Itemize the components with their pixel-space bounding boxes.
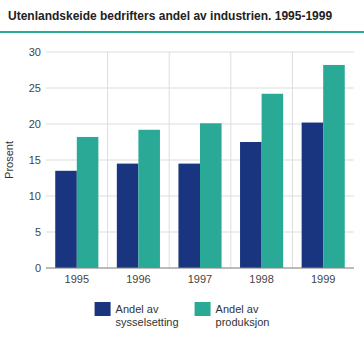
legend-label: Andel avsysselsetting bbox=[116, 303, 179, 328]
y-tick-label: 10 bbox=[29, 190, 41, 202]
legend-label: Andel avproduksjon bbox=[216, 303, 270, 328]
bars bbox=[55, 65, 345, 268]
grid-line bbox=[46, 88, 354, 89]
y-tick-label: 20 bbox=[29, 118, 41, 130]
grid-line bbox=[46, 268, 354, 269]
chart: Utenlandskeide bedrifters andel av indus… bbox=[0, 0, 364, 357]
bar bbox=[77, 137, 99, 268]
title-rule bbox=[0, 31, 364, 33]
x-axis bbox=[46, 268, 354, 269]
group-separator bbox=[230, 52, 231, 268]
group-separator bbox=[107, 52, 108, 268]
x-tick-label: 1998 bbox=[249, 273, 273, 285]
group-separator bbox=[169, 52, 170, 268]
bar bbox=[240, 142, 262, 268]
bar bbox=[117, 164, 139, 268]
legend-item: Andel avsysselsetting bbox=[95, 302, 179, 328]
bar bbox=[55, 171, 77, 268]
legend-swatch bbox=[195, 302, 211, 316]
y-tick-label: 30 bbox=[29, 46, 41, 58]
bar bbox=[323, 65, 345, 268]
x-tick-label: 1996 bbox=[126, 273, 150, 285]
x-tick-label: 1995 bbox=[65, 273, 89, 285]
bar bbox=[200, 123, 222, 268]
legend: Andel avsysselsetting Andel avproduksjon bbox=[95, 302, 270, 328]
bar bbox=[178, 164, 200, 268]
y-tick-label: 15 bbox=[29, 154, 41, 166]
y-tick-label: 0 bbox=[35, 262, 41, 274]
x-tick-label: 1999 bbox=[311, 273, 335, 285]
bar bbox=[138, 130, 160, 268]
y-tick-label: 25 bbox=[29, 82, 41, 94]
bar bbox=[262, 94, 284, 268]
legend-item: Andel avproduksjon bbox=[195, 302, 270, 328]
title: Utenlandskeide bedrifters andel av indus… bbox=[8, 9, 332, 23]
grid-line bbox=[46, 52, 354, 53]
y-tick-label: 5 bbox=[35, 226, 41, 238]
bar bbox=[302, 123, 324, 268]
x-tick-label: 1997 bbox=[188, 273, 212, 285]
y-axis-label: Prosent bbox=[3, 141, 15, 179]
legend-swatch bbox=[95, 302, 111, 316]
group-separator bbox=[292, 52, 293, 268]
